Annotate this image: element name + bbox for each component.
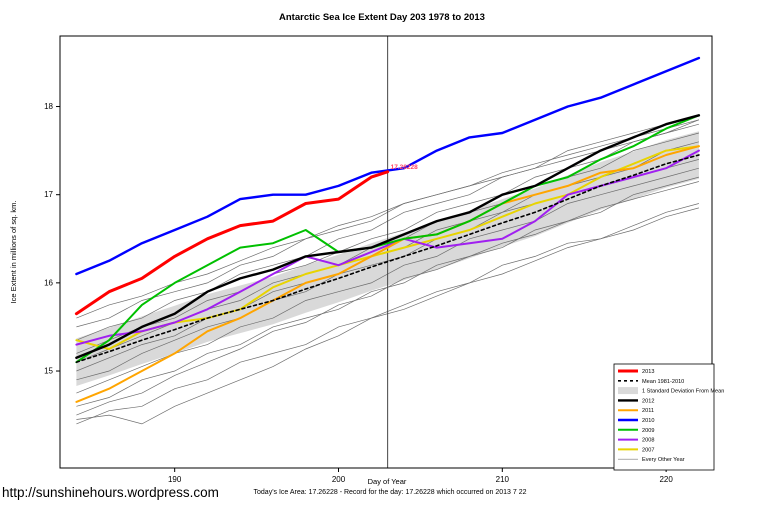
legend-entry-label: 1 Standard Deviation From Mean: [642, 389, 724, 395]
legend-entry-label: 2007: [642, 447, 654, 453]
series-line-2007: [75, 145, 700, 350]
plot-frame: [59, 35, 713, 469]
y-axis-label: Ice Extent in millions of sq. km.: [9, 201, 18, 304]
legend-entry-label: 2012: [642, 398, 654, 404]
record-value-annotation: 17.26228: [391, 164, 418, 171]
x-tick-label: 200: [332, 475, 346, 484]
legend-entry-label: Every Other Year: [642, 457, 685, 463]
x-tick-label: 220: [659, 475, 673, 484]
series-line-2013: [74, 170, 390, 316]
legend-box: [613, 363, 715, 471]
series-line-mean-1981-2010: [75, 154, 700, 364]
sea-ice-extent-chart: Antarctic Sea Ice Extent Day 203 1978 to…: [9, 12, 724, 486]
legend-entry-label: 2013: [642, 369, 654, 375]
y-tick-label: 16: [44, 278, 53, 287]
series-line-2011: [75, 145, 700, 403]
x-tick-label: 190: [168, 475, 182, 484]
plot-area: 190 200 210 220 15 16 17 18 17.26228: [44, 35, 713, 484]
y-tick-label: 18: [44, 102, 53, 111]
chart-legend: 2013 Mean 1981-2010 1 Standard Deviation F…: [613, 363, 724, 471]
chart-title: Antarctic Sea Ice Extent Day 203 1978 to…: [279, 12, 485, 23]
legend-swatch-band: [618, 387, 638, 395]
record-note: Today's Ice Area: 17.26228 - Record for …: [253, 489, 527, 496]
series-line-2012: [75, 114, 701, 359]
legend-entry-label: 2008: [642, 438, 654, 444]
x-tick-label: 210: [496, 475, 510, 484]
y-tick-label: 17: [44, 190, 53, 199]
legend-entry-label: Mean 1981-2010: [642, 379, 684, 385]
legend-entry-label: 2011: [642, 408, 654, 414]
legend-entry-label: 2009: [642, 428, 654, 434]
x-axis-label: Day of Year: [368, 477, 407, 486]
series-line-2009: [75, 114, 700, 364]
site-url-link[interactable]: http://sunshinehours.wordpress.com: [2, 485, 219, 500]
legend-entry-label: 2010: [642, 418, 654, 424]
y-tick-label: 15: [44, 367, 53, 376]
